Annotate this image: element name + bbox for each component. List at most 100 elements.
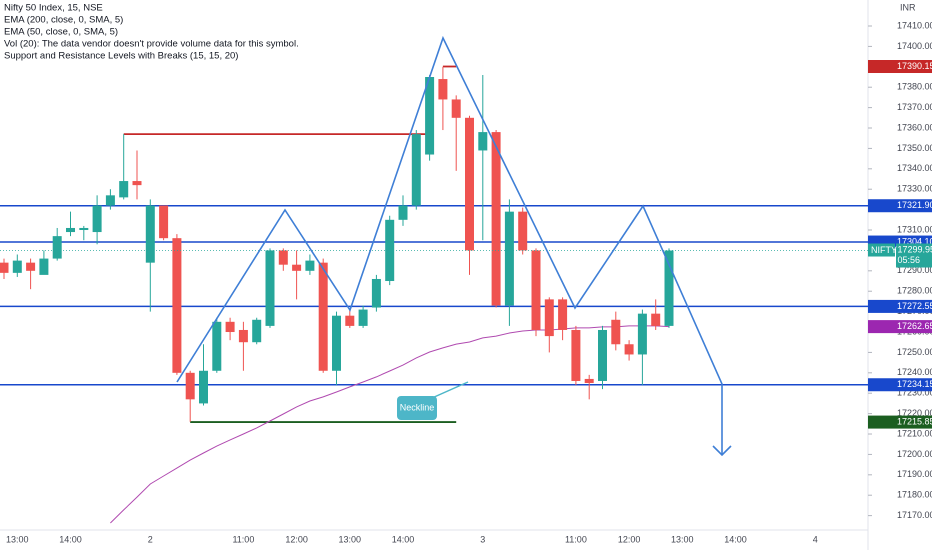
candle-body: [425, 77, 435, 155]
candle-body: [305, 260, 315, 271]
callout-text: Neckline: [400, 402, 435, 412]
candle-body: [411, 134, 421, 206]
candle-body: [637, 313, 647, 355]
legend-line: EMA (50, close, 0, SMA, 5): [4, 27, 118, 38]
candle-body: [385, 219, 395, 282]
candle-body: [119, 181, 129, 198]
last-price-label: 17299.95: [898, 244, 932, 254]
callout-pointer: [431, 381, 469, 399]
y-tick-label: 17170.00: [897, 510, 932, 520]
candle-body: [105, 195, 115, 206]
candle-body: [358, 309, 368, 326]
y-tick-label: 17290.00: [897, 265, 932, 275]
price-tag-label: 17262.65: [897, 321, 932, 331]
level-tag-label: 17272.55: [897, 301, 932, 311]
candle-body: [491, 132, 501, 306]
candle-body: [664, 250, 674, 326]
y-tick-label: 17310.00: [897, 224, 932, 234]
arrow-head: [712, 445, 732, 457]
candle-body: [544, 299, 554, 337]
candle-body: [26, 262, 36, 271]
candle-body: [318, 262, 328, 371]
legend-line: Support and Resistance Levels with Break…: [4, 51, 238, 62]
y-tick-label: 17380.00: [897, 82, 932, 92]
candle-body: [398, 205, 408, 220]
price-tag-label: 17390.15: [897, 61, 932, 71]
price-tags: 17321.90 17304.10 17272.55 17234.15 17390.15…: [868, 60, 932, 429]
x-tick-label: 14:00: [59, 534, 82, 544]
symbol-label: NIFTY: [871, 245, 897, 255]
candle-body: [79, 227, 89, 231]
price-tag: [868, 60, 932, 74]
y-tick-label: 17220.00: [897, 408, 932, 418]
level-tag-label: 17304.10: [897, 236, 932, 246]
y-tick-label: 17210.00: [897, 428, 932, 438]
x-tick-label: 11:00: [232, 534, 254, 544]
candle-body: [66, 227, 75, 233]
candle-body: [0, 262, 9, 273]
currency: INR: [900, 2, 916, 12]
y-tick-label: 17410.00: [897, 20, 932, 30]
candle-body: [332, 315, 341, 371]
x-tick-label: 11:00: [565, 534, 587, 544]
candle-body: [145, 205, 155, 263]
countdown-label: 05:56: [898, 255, 921, 265]
y-tick-label: 17240.00: [897, 367, 932, 377]
level-tag-label: 17321.90: [897, 200, 932, 210]
level-tag: [868, 199, 932, 213]
candle-body: [571, 329, 581, 381]
candle-body: [598, 329, 607, 381]
candle-body: [651, 313, 661, 326]
candle-body: [225, 321, 235, 333]
candle-body: [159, 205, 169, 239]
candle-body: [172, 238, 182, 373]
candle-body: [558, 299, 568, 330]
x-tick-label: 3: [480, 534, 485, 544]
candle-body: [12, 260, 22, 273]
candle-body: [185, 372, 195, 400]
legend-line: EMA (200, close, 0, SMA, 5): [4, 15, 123, 26]
y-tick-label: 17200.00: [897, 449, 932, 459]
y-tick-label: 17360.00: [897, 122, 932, 132]
x-tick-label: 14:00: [392, 534, 415, 544]
level-tag: [868, 299, 932, 313]
price-tag: [868, 320, 932, 334]
candle-body: [278, 250, 288, 265]
y-tick-label: 17180.00: [897, 490, 932, 500]
candle-body: [39, 258, 49, 275]
legend-line: Vol (20): The data vendor doesn't provid…: [4, 39, 299, 50]
price-tag-label: 17215.85: [897, 416, 932, 426]
candle-body: [438, 79, 448, 100]
price-tag: [868, 415, 932, 429]
callout-box: [397, 396, 437, 420]
level-tag-label: 17234.15: [897, 379, 932, 389]
y-tick-label: 17350.00: [897, 143, 932, 153]
candle-body: [252, 319, 262, 343]
level-tag: [868, 378, 932, 392]
candle-body: [265, 250, 275, 326]
candle-body: [504, 211, 514, 306]
candle-body: [465, 117, 474, 251]
candle-body: [52, 236, 62, 259]
candle-body: [132, 181, 142, 186]
candle-body: [611, 319, 621, 345]
legend-line: Nifty 50 Index, 15, NSE: [4, 3, 103, 14]
candle-body: [212, 321, 222, 371]
y-tick-label: 17340.00: [897, 163, 932, 173]
candle-body: [531, 250, 541, 330]
pattern-line: [176, 35, 723, 455]
x-tick-label: 4: [813, 534, 818, 544]
y-tick-label: 17230.00: [897, 388, 932, 398]
y-tick-label: 17190.00: [897, 469, 932, 479]
x-tick-label: 13:00: [6, 534, 29, 544]
candle-body: [345, 315, 355, 326]
candle-body: [238, 329, 248, 343]
candle-body: [92, 205, 102, 233]
candle-body: [451, 99, 461, 118]
x-tick-label: 13:00: [339, 534, 362, 544]
candle-body: [199, 370, 208, 404]
y-tick-label: 17250.00: [897, 347, 932, 357]
x-tick-label: 12:00: [285, 534, 308, 544]
